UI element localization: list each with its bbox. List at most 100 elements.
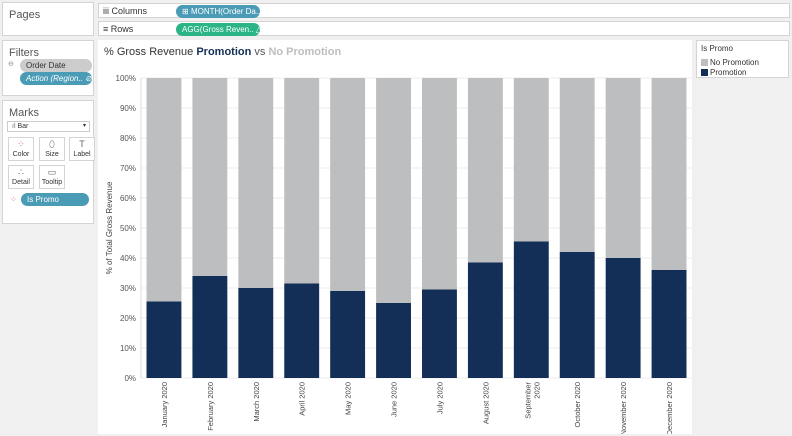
y-tick-label: 60% bbox=[120, 194, 136, 203]
bar-no-promotion[interactable] bbox=[605, 78, 641, 258]
detail-label: Detail bbox=[12, 179, 30, 186]
color-button[interactable]: ⁘ Color bbox=[8, 137, 34, 161]
legend-item-no-promotion[interactable]: No Promotion bbox=[701, 58, 759, 67]
bar-promotion[interactable] bbox=[422, 289, 457, 379]
color-label: Color bbox=[12, 151, 30, 158]
chart-panel: % Gross Revenue Promotion vs No Promotio… bbox=[98, 40, 692, 434]
legend-item-promotion[interactable]: Promotion bbox=[701, 68, 746, 77]
x-tick-label: December 2020 bbox=[665, 382, 674, 434]
bar-promotion[interactable] bbox=[192, 276, 228, 378]
columns-label-text: Columns bbox=[111, 6, 148, 16]
bar-promotion[interactable] bbox=[238, 288, 274, 378]
is-promo-pill[interactable]: Is Promo bbox=[21, 193, 89, 206]
columns-label: iii Columns bbox=[103, 6, 147, 16]
tooltip-button[interactable]: ▭ Tooltip bbox=[39, 165, 65, 189]
x-tick-label-line: December 2020 bbox=[665, 382, 674, 434]
legend-swatch-promotion bbox=[701, 69, 708, 76]
rows-shelf[interactable]: ≡ Rows AGG(Gross Reven.. △ bbox=[98, 21, 790, 36]
chevron-down-icon: ▾ bbox=[82, 123, 86, 129]
size-button[interactable]: ⬯ Size bbox=[39, 137, 65, 161]
mark-type-value: Bar bbox=[17, 123, 29, 130]
tooltip-icon: ▭ bbox=[47, 167, 57, 177]
rows-pill[interactable]: AGG(Gross Reven.. △ bbox=[176, 23, 260, 36]
filter-action-region-text: Action (Region.. bbox=[26, 74, 83, 83]
detail-button[interactable]: ∴ Detail bbox=[8, 165, 34, 189]
x-tick-label: September2020 bbox=[523, 381, 541, 418]
chart-title: % Gross Revenue Promotion vs No Promotio… bbox=[104, 46, 341, 58]
bar-no-promotion[interactable] bbox=[146, 78, 182, 302]
marks-panel[interactable]: Marks ıl Bar ▾ ⁘ Color ⬯ Size T Label ∴ Deta… bbox=[2, 100, 95, 224]
filter-order-date[interactable]: Order Date bbox=[20, 59, 92, 72]
y-tick-label: 30% bbox=[120, 284, 136, 293]
columns-pill[interactable]: ⊞ MONTH(Order Da.. bbox=[176, 5, 260, 18]
x-tick-label-line: August 2020 bbox=[481, 382, 490, 424]
x-tick-label: August 2020 bbox=[481, 382, 490, 424]
chart-title-promotion: Promotion bbox=[196, 46, 252, 58]
x-tick-label: June 2020 bbox=[390, 382, 399, 417]
x-tick-label: January 2020 bbox=[160, 382, 169, 427]
bar-promotion[interactable] bbox=[376, 303, 411, 378]
x-tick-label-line: May 2020 bbox=[344, 382, 353, 415]
y-tick-label: 100% bbox=[116, 74, 136, 83]
bar-no-promotion[interactable] bbox=[559, 78, 595, 252]
bar-no-promotion[interactable] bbox=[422, 78, 457, 290]
label-button[interactable]: T Label bbox=[69, 137, 95, 161]
marks-title: Marks bbox=[9, 107, 39, 119]
filters-panel[interactable]: Filters ⊖ Order Date Action (Region.. ⊘ bbox=[2, 40, 94, 96]
pages-panel[interactable]: Pages bbox=[2, 2, 94, 36]
x-tick-label: February 2020 bbox=[206, 382, 215, 431]
x-tick-label-line: February 2020 bbox=[206, 382, 215, 431]
y-tick-label: 90% bbox=[120, 104, 136, 113]
columns-shelf[interactable]: iii Columns ⊞ MONTH(Order Da.. bbox=[98, 3, 790, 18]
bar-no-promotion[interactable] bbox=[330, 78, 366, 291]
bar-no-promotion[interactable] bbox=[284, 78, 320, 284]
bar-no-promotion[interactable] bbox=[513, 78, 549, 242]
x-tick-label: March 2020 bbox=[252, 382, 261, 422]
bar-chart: 0% 10% 20% 30% 40% 50% 60% 70% 80% 90% 100% % of To… bbox=[105, 74, 692, 434]
tooltip-label: Tooltip bbox=[41, 179, 63, 186]
x-tick-label: October 2020 bbox=[573, 382, 582, 427]
bar-no-promotion[interactable] bbox=[238, 78, 274, 288]
bar-promotion[interactable] bbox=[513, 241, 549, 379]
bar-no-promotion[interactable] bbox=[467, 78, 503, 263]
x-tick-label-line: January 2020 bbox=[160, 382, 169, 427]
x-tick-label-line: April 2020 bbox=[298, 382, 307, 416]
y-axis-label: % of Total Gross Revenue bbox=[105, 181, 114, 274]
columns-icon: iii bbox=[103, 6, 112, 16]
legend-label-promotion: Promotion bbox=[710, 68, 747, 77]
mark-type-dropdown[interactable]: ıl Bar ▾ bbox=[7, 121, 90, 132]
y-tick-label: 80% bbox=[120, 134, 136, 143]
bar-promotion[interactable] bbox=[467, 262, 503, 379]
filters-title: Filters bbox=[9, 47, 39, 59]
bar-no-promotion[interactable] bbox=[376, 78, 411, 303]
x-tick-label-line: June 2020 bbox=[390, 382, 399, 417]
color-icon: ⁘ bbox=[17, 139, 25, 149]
x-tick-label: November 2020 bbox=[619, 382, 628, 434]
bar-promotion[interactable] bbox=[559, 252, 595, 378]
legend-title: Is Promo bbox=[701, 44, 734, 53]
y-tick-label: 40% bbox=[120, 254, 136, 263]
bar-promotion[interactable] bbox=[330, 291, 366, 378]
x-tick-label-line: September bbox=[523, 381, 532, 418]
bar-no-promotion[interactable] bbox=[651, 78, 687, 270]
filter-action-region[interactable]: Action (Region.. ⊘ bbox=[20, 72, 92, 85]
x-tick-label-line: November 2020 bbox=[619, 382, 628, 434]
rows-label: ≡ Rows bbox=[103, 24, 133, 34]
bar-no-promotion[interactable] bbox=[192, 78, 228, 276]
bar-promotion[interactable] bbox=[651, 270, 687, 378]
legend-swatch-no-promotion bbox=[701, 59, 708, 66]
y-tick-label: 0% bbox=[124, 374, 136, 383]
x-tick-label-line: March 2020 bbox=[252, 382, 261, 422]
x-tick-label: July 2020 bbox=[435, 382, 444, 414]
color-field-icon: ⁘ bbox=[10, 195, 17, 204]
x-tick-label-line: October 2020 bbox=[573, 382, 582, 427]
bar-promotion[interactable] bbox=[605, 258, 641, 378]
pages-title: Pages bbox=[9, 9, 41, 21]
bar-promotion[interactable] bbox=[146, 301, 182, 379]
chart-title-vs: vs bbox=[251, 46, 269, 58]
x-tick-label-line: July 2020 bbox=[435, 382, 444, 414]
link-icon: ⊘ bbox=[85, 74, 92, 83]
x-tick-label: May 2020 bbox=[344, 382, 353, 415]
label-label: Label bbox=[73, 151, 91, 158]
bar-promotion[interactable] bbox=[284, 283, 320, 379]
